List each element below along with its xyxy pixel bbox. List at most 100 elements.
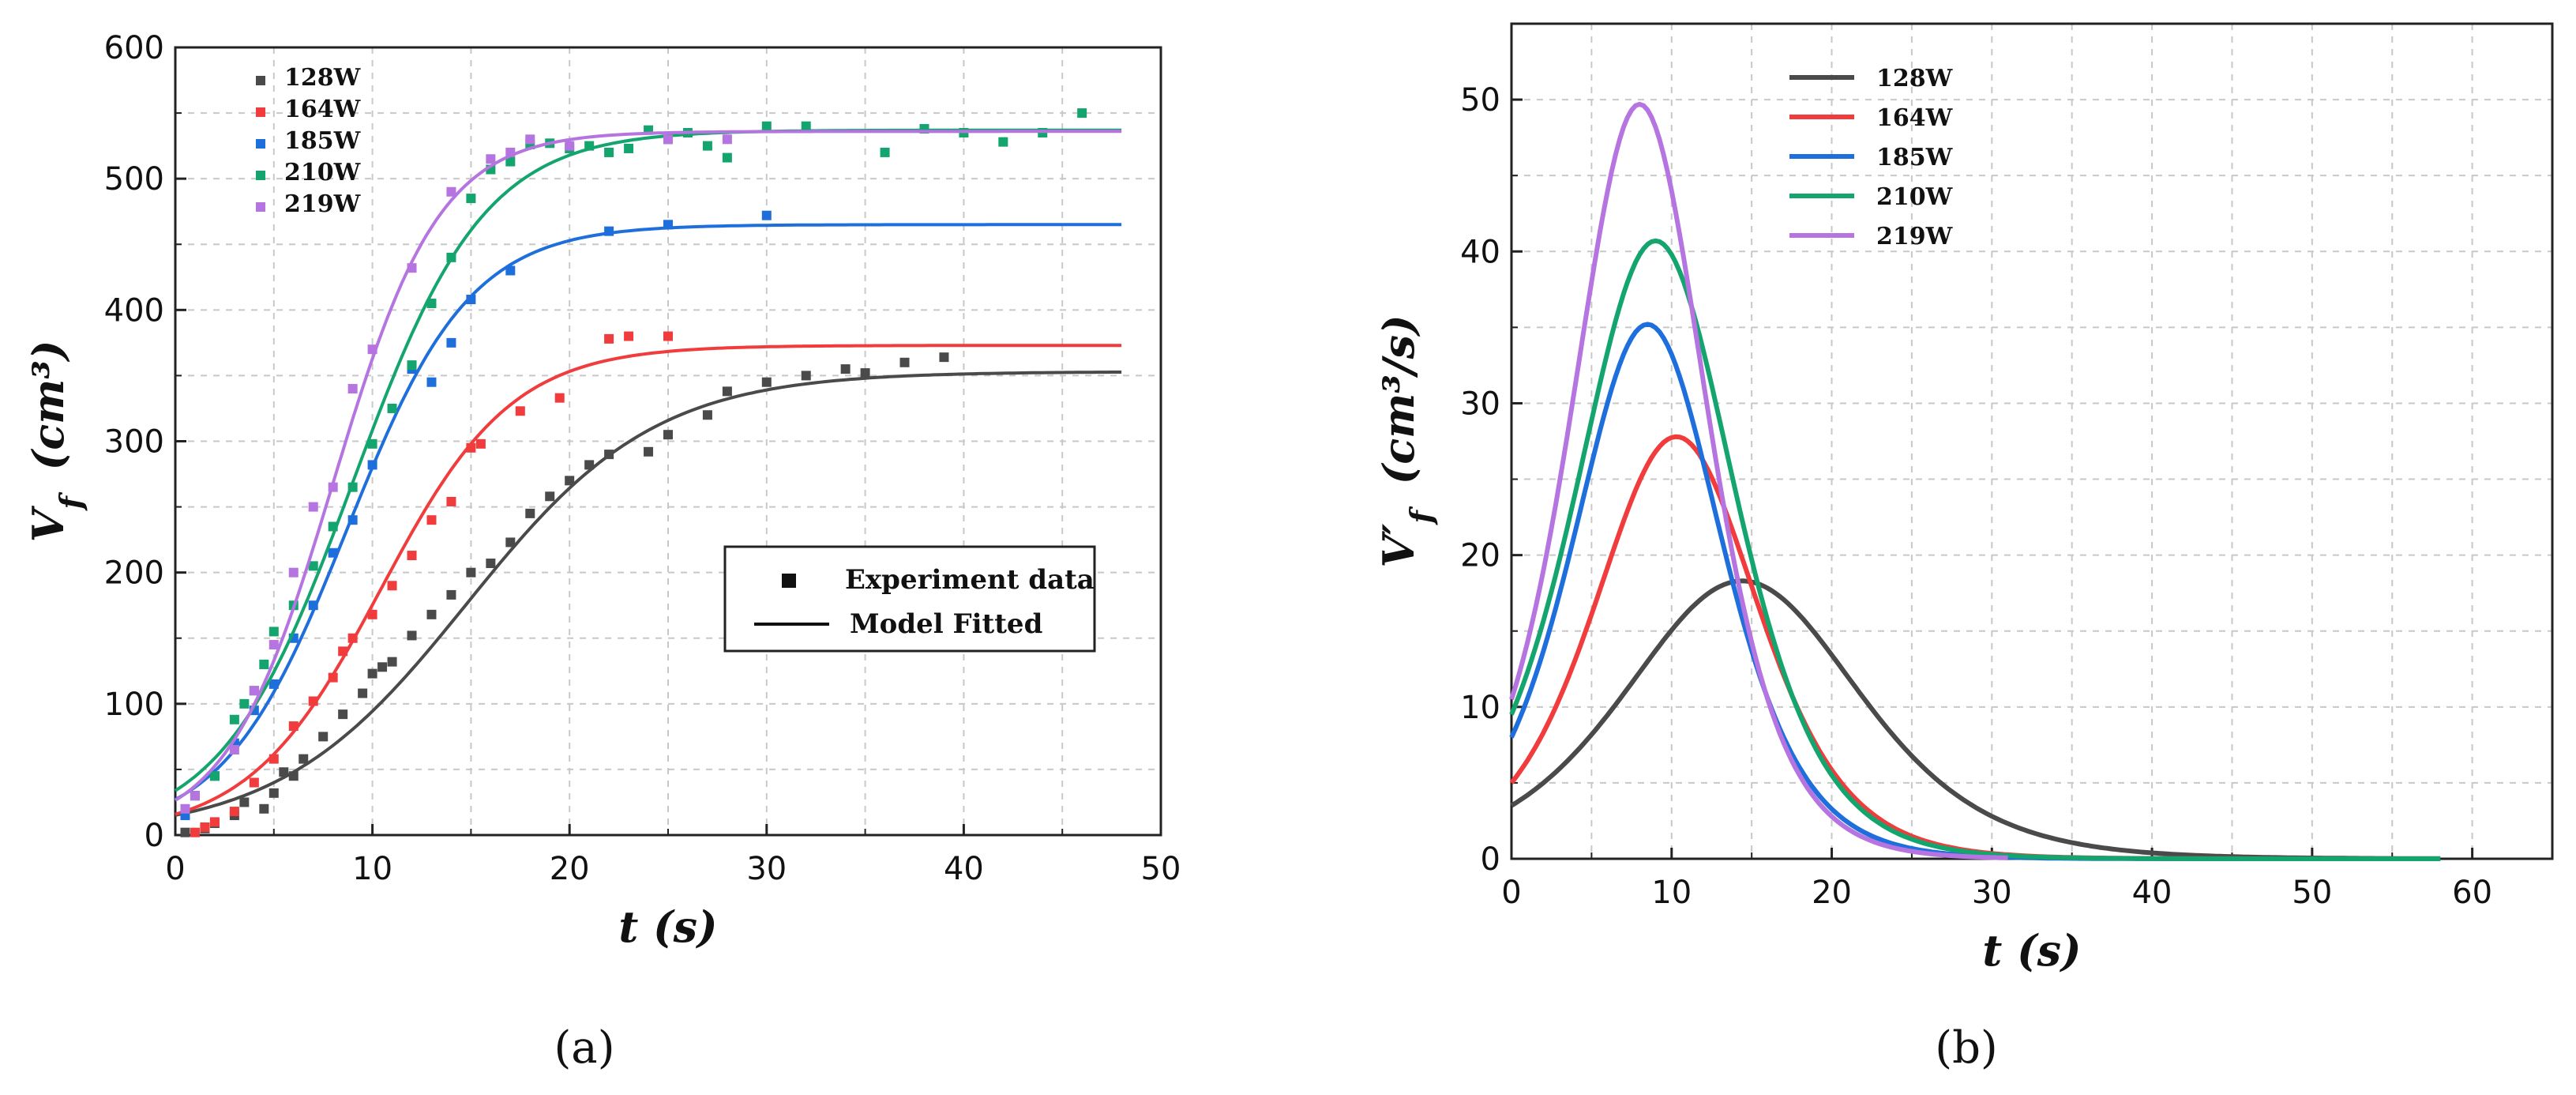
chart-a-data-point-219W xyxy=(446,186,456,197)
chart-a-data-point-210W xyxy=(801,121,811,131)
chart-a-series-185W xyxy=(175,210,1122,821)
chart-a-data-point-210W xyxy=(998,137,1008,147)
chart-a-box-legend-experiment-label: Experiment data xyxy=(845,564,1095,596)
chart-a-data-point-210W xyxy=(761,121,772,131)
chart-b-grid xyxy=(1511,24,2552,859)
chart-a-data-point-185W xyxy=(663,220,673,230)
chart-a-data-point-210W xyxy=(328,521,338,532)
chart-a-legend-label-164W: 164W xyxy=(284,96,362,123)
chart-a-grid xyxy=(175,47,1161,835)
chart-a-legend-marker-219W xyxy=(256,202,265,212)
chart-a-data-point-128W xyxy=(268,788,279,798)
chart-a-x-tick-label: 50 xyxy=(1141,851,1181,887)
chart-a-data-point-128W xyxy=(505,537,516,548)
chart-a-legend-label-185W: 185W xyxy=(284,127,362,155)
chart-a-data-point-164W xyxy=(466,442,476,453)
chart-a-legend-label-128W: 128W xyxy=(284,64,362,92)
chart-a-data-point-128W xyxy=(338,709,348,720)
chart-a-data-point-128W xyxy=(722,386,732,397)
chart-a-fit-line-185W xyxy=(175,223,1122,801)
chart-a-data-point-210W xyxy=(604,147,614,157)
chart-b-legend-label-128W: 128W xyxy=(1876,65,1954,92)
chart-a-data-point-164W xyxy=(663,331,673,341)
chart-a-data-point-128W xyxy=(299,754,309,764)
chart-b-x-tick-label: 50 xyxy=(2292,875,2332,911)
chart-a-data-point-128W xyxy=(545,491,555,502)
chart-b-x-tick-label: 10 xyxy=(1651,875,1692,911)
chart-b-x-tick-label: 40 xyxy=(2132,875,2172,911)
chart-a-data-point-219W xyxy=(486,154,496,164)
chart-a-y-tick-label: 600 xyxy=(104,30,164,66)
chart-a-data-point-164W xyxy=(268,754,279,764)
chart-a-data-point-128W xyxy=(584,460,595,470)
chart-a-data-point-219W xyxy=(722,134,732,145)
chart-a-y-tick-label: 400 xyxy=(104,292,164,329)
chart-panel-b: 0 10 20 30 40 50 60 0 10 20 30 40 50 128W 164W 185W 210W… xyxy=(1373,22,2554,976)
chart-a-data-point-219W xyxy=(229,744,239,754)
chart-a-legend: 128W 164W 185W 210W 219W xyxy=(256,64,362,218)
panel-label-a: (a) xyxy=(554,1022,614,1074)
chart-b-legend: 128W 164W 185W 210W 219W xyxy=(1789,65,1954,250)
chart-a-data-point-219W xyxy=(525,134,535,145)
chart-a-data-point-164W xyxy=(624,331,634,341)
chart-a-series-164W xyxy=(175,331,1122,837)
chart-a-data-point-164W xyxy=(229,807,239,817)
chart-a-data-point-210W xyxy=(308,561,318,571)
chart-a-data-point-219W xyxy=(328,482,338,492)
chart-a-x-tick-label: 10 xyxy=(352,851,392,887)
chart-a-x-axis-title: t (s) xyxy=(618,901,717,952)
chart-panel-a: 0 10 20 30 40 500100200300400500600128W164W18… xyxy=(23,30,1181,952)
chart-b-y-tick-label: 20 xyxy=(1460,538,1500,574)
chart-a-data-point-210W xyxy=(624,143,634,153)
chart-a-y-tick-label: 0 xyxy=(145,818,164,854)
chart-a-y-tick-label: 500 xyxy=(104,161,164,198)
chart-a-data-point-164W xyxy=(338,646,348,657)
chart-a-data-point-128W xyxy=(801,371,811,381)
chart-a-data-point-219W xyxy=(407,263,417,273)
chart-a-data-point-210W xyxy=(387,403,397,413)
chart-a-data-point-185W xyxy=(328,548,338,558)
chart-a-x-tick-label: 20 xyxy=(550,851,590,887)
chart-b-series-line-128W xyxy=(1510,578,2441,861)
chart-a-x-tick-label: 40 xyxy=(944,851,984,887)
chart-a-fit-line-128W xyxy=(175,371,1122,817)
chart-a-data-point-219W xyxy=(308,502,318,512)
chart-a-data-point-128W xyxy=(239,797,250,807)
chart-a-data-point-164W xyxy=(209,817,220,827)
chart-a-data-point-219W xyxy=(180,803,190,814)
chart-a-data-point-210W xyxy=(239,698,250,709)
chart-a-data-point-185W xyxy=(761,210,772,220)
chart-a-data-point-128W xyxy=(180,827,190,837)
chart-a-data-point-185W xyxy=(505,265,516,276)
chart-a-data-point-164W xyxy=(328,672,338,683)
chart-a-data-point-219W xyxy=(288,567,299,578)
chart-a-data-point-128W xyxy=(446,589,456,600)
chart-a-data-point-128W xyxy=(358,688,368,698)
chart-a-data-point-185W xyxy=(604,226,614,236)
chart-b-series-line-219W xyxy=(1509,101,2008,860)
chart-a-data-point-164W xyxy=(288,721,299,732)
chart-a-data-point-219W xyxy=(347,384,358,394)
chart-a-data-point-210W xyxy=(229,714,239,724)
chart-b-series-line-210W xyxy=(1509,238,2441,861)
chart-a-series-219W xyxy=(174,130,1122,814)
chart-a-x-tick-label: 30 xyxy=(746,851,787,887)
chart-a-data-point-210W xyxy=(259,659,269,669)
chart-a-data-point-164W xyxy=(200,822,210,833)
chart-a-data-point-210W xyxy=(268,627,279,637)
chart-a-y-tick-label: 300 xyxy=(104,424,164,461)
chart-a-data-point-164W xyxy=(446,496,456,506)
chart-a-data-point-128W xyxy=(899,357,910,367)
chart-a-data-point-164W xyxy=(426,515,437,525)
chart-a-data-point-128W xyxy=(486,559,496,569)
chart-a-data-point-164W xyxy=(554,393,565,403)
chart-a-data-point-128W xyxy=(644,446,654,457)
chart-a-data-point-185W xyxy=(268,679,279,689)
chart-a-data-point-128W xyxy=(565,476,575,486)
chart-a-data-point-164W xyxy=(604,333,614,344)
chart-a-data-point-164W xyxy=(515,406,525,416)
chart-a-data-point-185W xyxy=(466,295,476,305)
chart-a-data-point-128W xyxy=(702,410,712,420)
chart-a-legend-label-210W: 210W xyxy=(284,159,362,186)
